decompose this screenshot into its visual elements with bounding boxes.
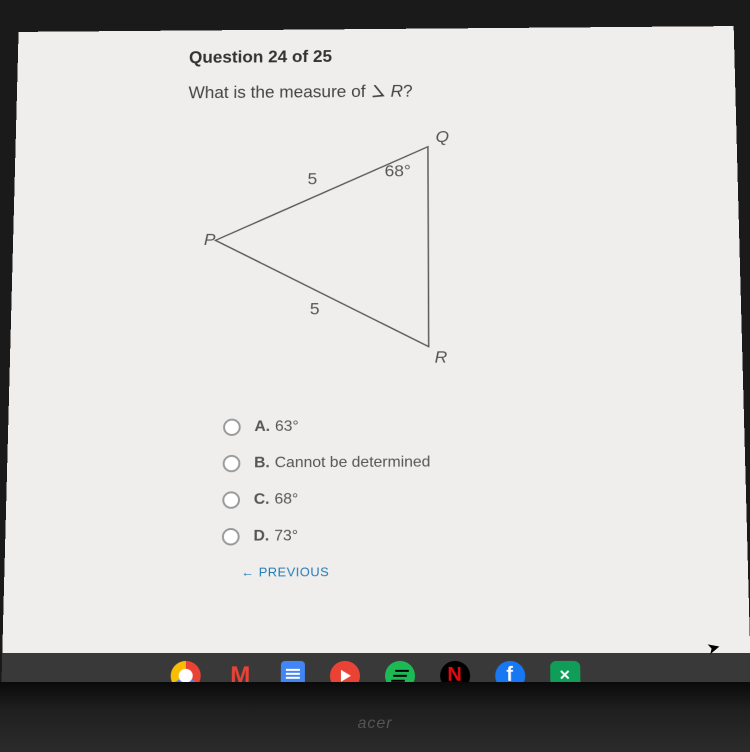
quiz-screen: Question 24 of 25 What is the measure of… — [1, 26, 750, 691]
side-pr-label: 5 — [310, 299, 320, 318]
option-a[interactable]: A. 63° — [223, 416, 705, 435]
option-c[interactable]: C. 68° — [222, 489, 706, 508]
side-pq-label: 5 — [308, 169, 318, 188]
option-text: 63° — [275, 418, 299, 435]
vertex-p: P — [204, 230, 216, 249]
prompt-variable: R — [391, 82, 403, 100]
previous-button[interactable]: PREVIOUS — [241, 563, 708, 579]
angle-q-label: 68° — [385, 161, 411, 180]
triangle-figure: P Q R 5 5 68° — [185, 119, 498, 381]
prompt-suffix: ? — [403, 82, 413, 100]
radio-icon — [222, 528, 240, 545]
option-b[interactable]: B. Cannot be determined — [223, 453, 706, 472]
laptop-brand-logo: acer — [357, 715, 392, 733]
vertex-r: R — [435, 347, 448, 367]
option-text: 68° — [274, 491, 298, 508]
option-letter: A. — [254, 419, 270, 436]
option-d[interactable]: D. 73° — [222, 526, 708, 545]
prompt-prefix: What is the measure of — [188, 82, 370, 102]
question-prompt: What is the measure of ∠ R? — [188, 80, 697, 103]
option-letter: B. — [254, 455, 270, 472]
option-text: Cannot be determined — [275, 454, 431, 472]
option-letter: D. — [253, 528, 269, 545]
radio-icon — [222, 491, 240, 508]
answer-options: A. 63° B. Cannot be determined C. 68° D.… — [221, 416, 708, 579]
option-text: 73° — [274, 528, 298, 546]
angle-icon: ∠ — [369, 82, 386, 102]
option-letter: C. — [254, 491, 270, 508]
question-counter: Question 24 of 25 — [189, 44, 696, 67]
radio-icon — [223, 419, 241, 436]
radio-icon — [223, 455, 241, 472]
vertex-q: Q — [436, 127, 450, 146]
